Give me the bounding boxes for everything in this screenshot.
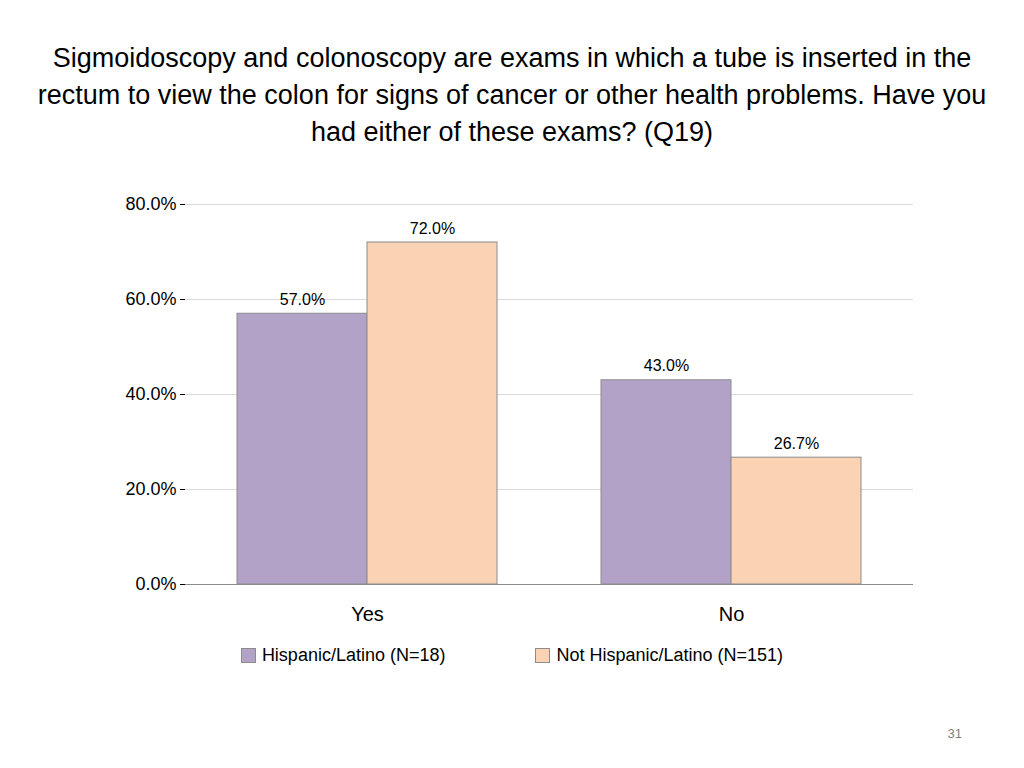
svg-text:26.7%: 26.7%	[774, 435, 819, 452]
html-text:Not Hispanic/Latino (N=151): Not Hispanic/Latino (N=151)	[556, 645, 784, 665]
html-text:31: 31	[947, 726, 962, 741]
html-text:Hispanic/Latino (N=18): Hispanic/Latino (N=18)	[261, 645, 446, 665]
svg-text:Yes: Yes	[351, 603, 384, 625]
svg-text:0.0%: 0.0%	[135, 574, 176, 594]
svg-text:No: No	[719, 603, 745, 625]
svg-text:80.0%: 80.0%	[125, 194, 176, 214]
svg-text:20.0%: 20.0%	[125, 479, 176, 499]
svg-text:60.0%: 60.0%	[125, 289, 176, 309]
svg-text:72.0%: 72.0%	[410, 220, 455, 237]
svg-text:40.0%: 40.0%	[125, 384, 176, 404]
svg-text:43.0%: 43.0%	[644, 357, 689, 374]
html-text:Sigmoidoscopy and colonoscopy: Sigmoidoscopy and colonoscopy are exams …	[37, 43, 987, 147]
svg-text:57.0%: 57.0%	[280, 291, 325, 308]
